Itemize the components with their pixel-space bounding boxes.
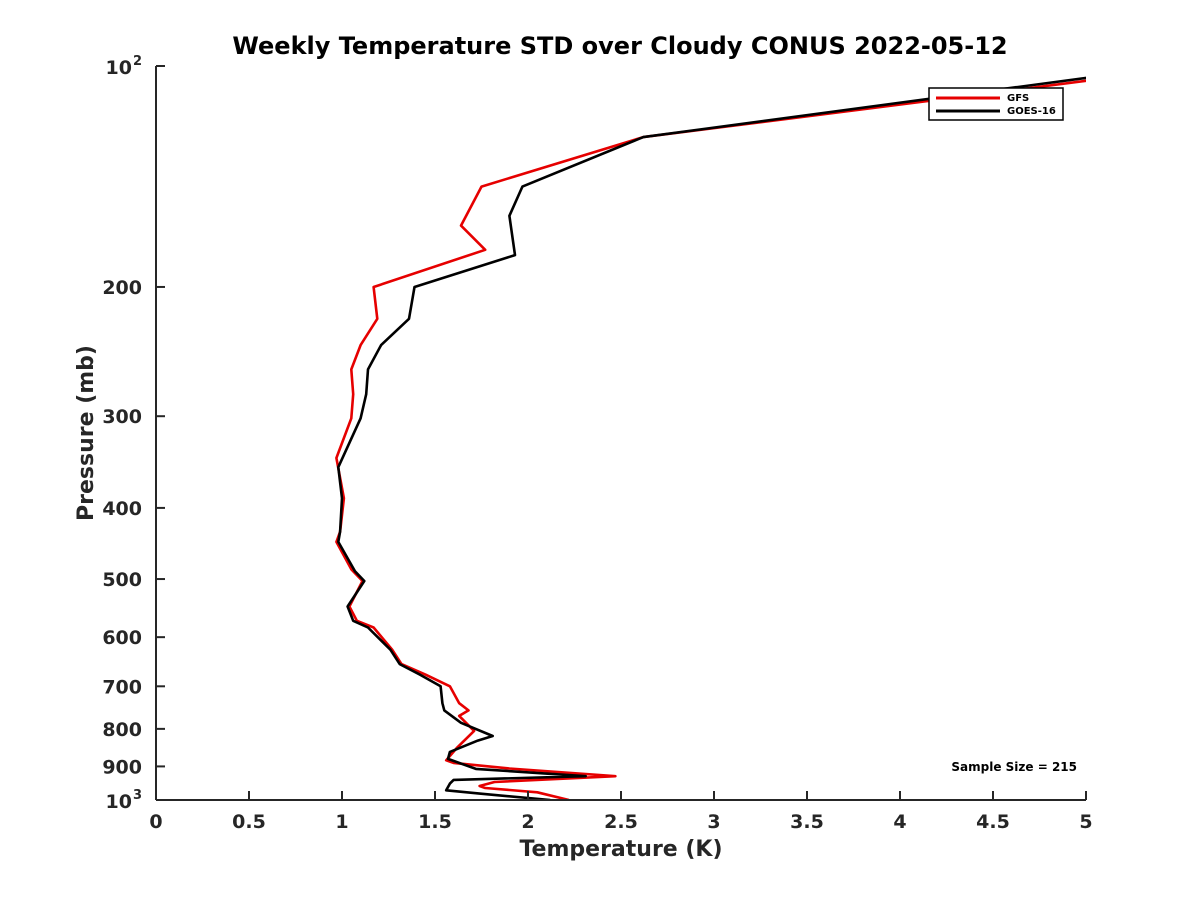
x-tick-label: 0 xyxy=(149,811,162,833)
series-line-gfs xyxy=(335,79,1086,800)
y-tick-label: 10 xyxy=(106,57,132,79)
x-tick-label: 2 xyxy=(521,811,534,833)
y-tick-label: 800 xyxy=(102,719,142,741)
x-tick-label: 2.5 xyxy=(604,811,638,833)
y-tick-label: 700 xyxy=(102,676,142,698)
x-ticks: 0 0.5 1 1.5 2 2.5 3 3.5 4 4.5 5 xyxy=(149,791,1093,833)
x-tick-label: 3.5 xyxy=(790,811,824,833)
sample-size-annotation: Sample Size = 215 xyxy=(951,760,1077,774)
y-tick-exponent: 2 xyxy=(133,54,142,69)
y-axis-label: Pressure (mb) xyxy=(74,345,99,521)
series-layer xyxy=(335,76,1086,800)
y-tick-exponent: 3 xyxy=(133,788,142,803)
x-tick-label: 0.5 xyxy=(232,811,266,833)
legend-label-goes16: GOES-16 xyxy=(1007,106,1056,117)
x-tick-label: 1.5 xyxy=(418,811,452,833)
y-tick-label: 600 xyxy=(102,627,142,649)
x-tick-label: 5 xyxy=(1079,811,1092,833)
y-tick-label: 500 xyxy=(102,569,142,591)
y-tick-label: 900 xyxy=(102,756,142,778)
x-tick-label: 3 xyxy=(707,811,720,833)
chart-title: Weekly Temperature STD over Cloudy CONUS… xyxy=(232,32,1007,60)
y-tick-label: 200 xyxy=(102,277,142,299)
legend-box xyxy=(928,87,1064,121)
x-tick-label: 4 xyxy=(893,811,906,833)
x-tick-label: 4.5 xyxy=(976,811,1010,833)
y-tick-label: 400 xyxy=(102,498,142,520)
x-tick-label: 1 xyxy=(335,811,348,833)
series-line-goes16 xyxy=(337,76,1086,800)
legend-label-gfs: GFS xyxy=(1007,93,1029,104)
y-tick-label: 300 xyxy=(102,406,142,428)
legend: GFS GOES-16 xyxy=(928,87,1064,121)
x-axis-label: Temperature (K) xyxy=(519,837,722,862)
y-tick-label: 10 xyxy=(106,791,132,813)
